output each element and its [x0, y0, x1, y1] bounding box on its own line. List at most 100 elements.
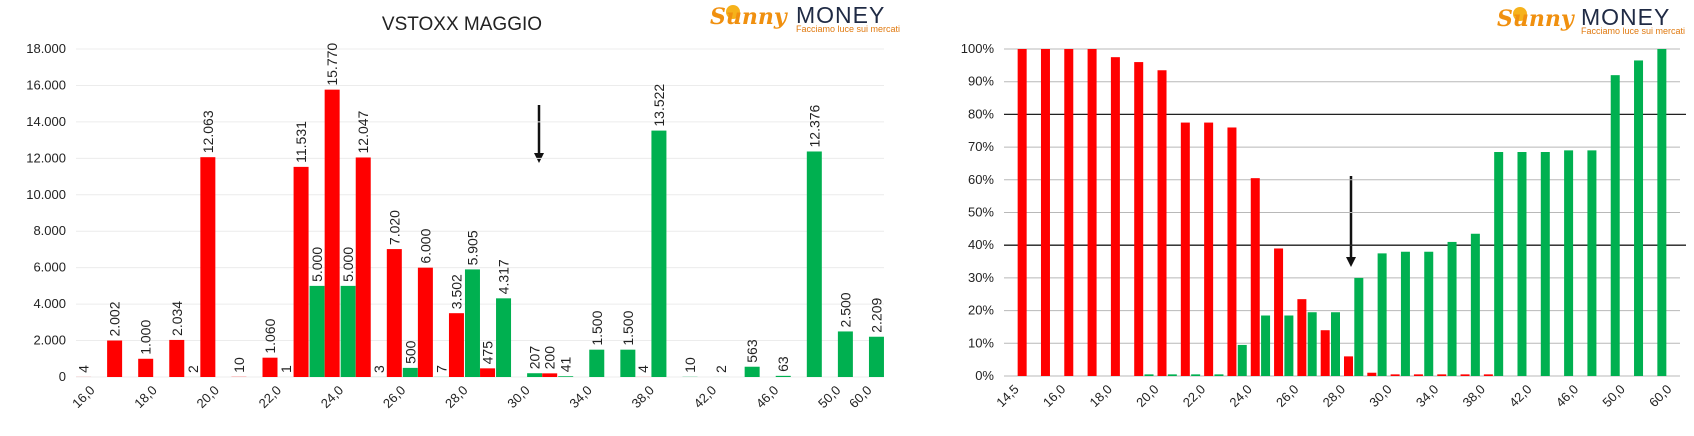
y-tick-label: 70%	[968, 139, 994, 154]
bar	[402, 367, 418, 377]
bar	[1017, 49, 1027, 376]
y-tick-label: 50%	[968, 205, 994, 220]
bar	[651, 130, 667, 377]
bar	[324, 89, 340, 377]
data-label: 4.317	[496, 259, 512, 294]
logo-sun	[1513, 7, 1527, 21]
bar	[1227, 127, 1237, 376]
bar	[589, 349, 605, 377]
data-label: 7.020	[386, 210, 402, 245]
logo-brand: Sunny	[710, 4, 789, 30]
y-tick-label: 14.000	[26, 114, 66, 129]
bar	[1144, 374, 1154, 376]
bar	[309, 285, 325, 377]
bar	[1237, 344, 1247, 376]
bar	[527, 373, 543, 377]
y-tick-label: 60%	[968, 172, 994, 187]
data-label: 12.376	[806, 104, 822, 147]
bar	[1517, 152, 1527, 376]
data-label: 15.770	[324, 43, 340, 86]
data-label: 12.063	[200, 110, 216, 153]
bar	[107, 340, 123, 377]
bar	[868, 336, 884, 377]
y-tick-label: 0%	[975, 368, 994, 383]
bar	[1367, 372, 1377, 376]
data-label: 2.034	[169, 301, 185, 336]
data-label: 5.905	[464, 230, 480, 265]
logo-name: MONEY	[1581, 4, 1670, 30]
data-label: 11.531	[293, 121, 309, 163]
data-label: 2.002	[107, 301, 123, 336]
bar	[542, 373, 558, 377]
bar	[1634, 60, 1644, 376]
y-tick-label: 40%	[968, 237, 994, 252]
bar	[355, 157, 371, 377]
data-label: 10	[682, 357, 698, 373]
bar	[1344, 356, 1353, 376]
bar	[1307, 312, 1317, 376]
bar	[1204, 122, 1214, 376]
y-tick-label: 4.000	[33, 296, 66, 311]
data-label: 2	[185, 365, 201, 373]
bar	[169, 339, 185, 377]
data-label: 2	[713, 365, 729, 373]
bar	[293, 166, 309, 377]
y-tick-label: 80%	[968, 106, 994, 121]
bar	[1331, 312, 1340, 376]
bar	[1424, 251, 1434, 376]
data-label: 3	[371, 365, 387, 373]
data-label: 2.209	[868, 297, 884, 332]
data-label: 5.000	[309, 247, 325, 282]
data-label: 4	[635, 365, 651, 373]
bar	[1274, 248, 1284, 376]
bar	[1540, 152, 1550, 376]
y-tick-label: 12.000	[26, 150, 66, 165]
bar	[806, 151, 822, 377]
bar	[775, 375, 791, 377]
bar	[1087, 49, 1097, 376]
y-tick-label: 18.000	[26, 41, 66, 56]
bar	[480, 368, 496, 377]
bar	[1494, 152, 1504, 376]
logo-name: MONEY	[796, 2, 885, 28]
bar	[1610, 75, 1620, 376]
bar	[1564, 150, 1574, 376]
logo: Sunny MONEY Facciamo luce sui mercati	[710, 2, 900, 34]
bar	[837, 331, 853, 377]
bar	[1400, 251, 1410, 376]
y-tick-label: 8.000	[33, 223, 66, 238]
data-label: 1.500	[620, 310, 636, 345]
bar	[744, 366, 760, 377]
data-label: 63	[775, 356, 791, 372]
bar	[1460, 374, 1470, 376]
bar	[1110, 57, 1120, 377]
bar	[138, 358, 154, 377]
bar	[1134, 62, 1144, 377]
bar	[1447, 241, 1457, 376]
data-label: 6.000	[417, 228, 433, 263]
bar	[1250, 178, 1260, 376]
bar	[417, 267, 433, 377]
bar	[1483, 374, 1493, 376]
data-label: 500	[402, 340, 418, 364]
data-label: 1.060	[262, 318, 278, 353]
bar	[1413, 374, 1423, 376]
logo: Sunny MONEY Facciamo luce sui mercati	[1497, 4, 1685, 36]
y-tick-label: 100%	[961, 41, 995, 56]
data-label: 1.000	[138, 320, 154, 355]
logo-tagline: Facciamo luce sui mercati	[1581, 26, 1685, 36]
bar	[1657, 49, 1667, 376]
bar	[1157, 70, 1167, 376]
bar	[1180, 122, 1190, 376]
bar	[1587, 150, 1597, 376]
y-tick-label: 16.000	[26, 77, 66, 92]
data-label: 4	[76, 365, 92, 373]
bar	[1437, 374, 1447, 376]
y-tick-label: 90%	[968, 74, 994, 89]
bar	[386, 249, 402, 377]
chart-title: VSTOXX MAGGIO	[382, 14, 542, 35]
logo-sun	[726, 5, 740, 19]
bar	[1284, 315, 1294, 376]
bar	[558, 376, 574, 377]
